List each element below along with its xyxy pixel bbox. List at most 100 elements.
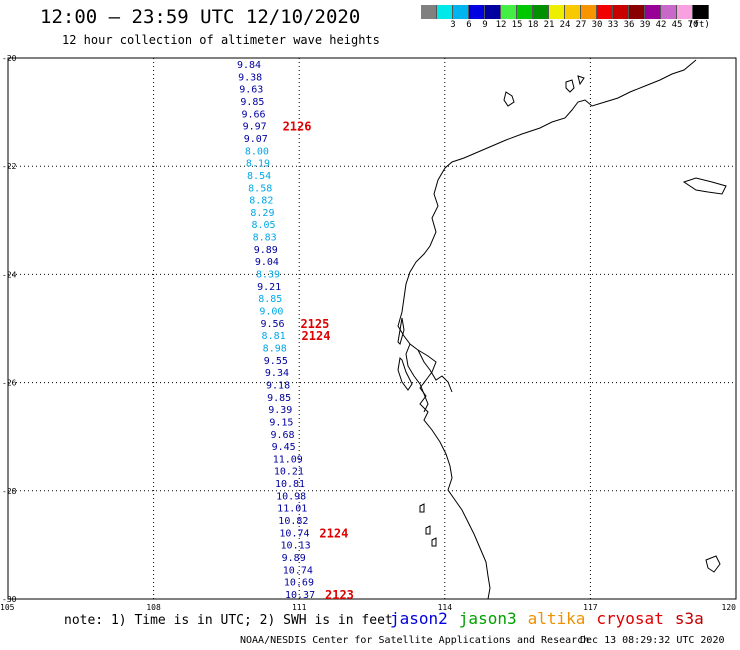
lon-label: 105 <box>0 603 15 612</box>
wave-height-value: 10.98 <box>276 491 306 502</box>
wave-height-value: 9.34 <box>265 368 289 379</box>
lon-label: 111 <box>292 603 307 612</box>
wave-height-value: 9.84 <box>237 60 261 71</box>
lat-label: -20 <box>2 54 17 63</box>
wave-height-value: 9.63 <box>239 85 263 96</box>
page-subtitle: 12 hour collection of altimeter wave hei… <box>62 33 380 47</box>
wave-height-value: 9.55 <box>264 356 288 367</box>
legend-label: 39 <box>639 20 651 30</box>
wave-height-value: 11.01 <box>277 504 307 515</box>
wave-height-value: 9.66 <box>241 109 265 120</box>
wave-height-value: 9.18 <box>266 380 290 391</box>
legend-swatches <box>421 5 709 19</box>
wave-height-value: 8.98 <box>263 343 287 354</box>
wave-height-value: 9.15 <box>269 417 293 428</box>
coastline <box>397 59 727 600</box>
legend-label: 12 <box>495 20 507 30</box>
wave-height-value: 9.89 <box>282 553 306 564</box>
legend-swatch <box>613 5 629 19</box>
lat-label: -30 <box>2 595 17 604</box>
color-legend: 3 6 9 12 15 18 21 24 27 30 33 36 39 42 45 70 (ft) <box>421 5 710 33</box>
legend-swatch <box>549 5 565 19</box>
wave-height-value: 10.81 <box>275 479 305 490</box>
lon-label: 120 <box>722 603 737 612</box>
pass-number-label: 2126 <box>283 120 312 134</box>
wave-height-value: 10.37 <box>285 590 315 601</box>
legend-swatch <box>533 5 549 19</box>
legend-swatch <box>517 5 533 19</box>
legend-label: 42 <box>655 20 667 30</box>
dampier-islands <box>565 75 585 93</box>
lat-label: -26 <box>2 379 17 388</box>
legend-swatch <box>421 5 437 19</box>
wave-height-value: 10.21 <box>274 467 304 478</box>
satellite-s3a: s3a <box>674 609 704 628</box>
wave-height-value: 8.82 <box>249 196 273 207</box>
satellite-jason2: jason2 <box>390 609 448 628</box>
legend-label: 70 <box>687 20 699 30</box>
legend-swatch <box>645 5 661 19</box>
legend-label: 9 <box>482 20 488 30</box>
legend-label: 18 <box>527 20 539 30</box>
wave-height-value: 8.85 <box>258 294 282 305</box>
bernier-island <box>397 317 405 345</box>
wave-height-value: 8.54 <box>247 171 271 182</box>
east-island <box>682 177 727 195</box>
wave-height-value: 10.74 <box>279 528 309 539</box>
pass-number-label: 2124 <box>319 526 348 540</box>
wave-height-value: 8.05 <box>252 220 276 231</box>
legend-swatch <box>485 5 501 19</box>
wave-height-value: 10.74 <box>283 565 313 576</box>
legend-label: 24 <box>559 20 571 30</box>
wave-height-value: 8.83 <box>253 233 277 244</box>
southeast-coast-fragment <box>705 555 721 573</box>
lat-label: -24 <box>2 270 17 279</box>
legend-label: 36 <box>623 20 635 30</box>
wave-height-value: 9.38 <box>238 72 262 83</box>
wave-height-value: 9.97 <box>243 122 267 133</box>
satellite-altika: altika <box>527 609 586 628</box>
wave-height-value: 10.82 <box>278 516 308 527</box>
legend-label: 45 <box>671 20 683 30</box>
pass-number-label: 2125 <box>300 317 329 331</box>
altimeter-track: 9.849.389.639.859.669.979.078.008.198.54… <box>237 60 315 601</box>
dirk-hartog-island <box>397 356 413 391</box>
wave-height-value: 8.58 <box>248 183 272 194</box>
legend-label: 33 <box>607 20 619 30</box>
satellite-jason3: jason3 <box>458 609 517 628</box>
lat-label: -28 <box>2 487 17 496</box>
wave-height-value: 9.85 <box>267 393 291 404</box>
legend-labels: 3 6 9 12 15 18 21 24 27 30 33 36 39 42 45 70 (ft) <box>421 19 710 33</box>
lon-label: 117 <box>583 603 598 612</box>
legend-unit: (ft) <box>688 20 710 30</box>
abrolhos-islands <box>419 503 437 547</box>
legend-label: 3 <box>450 20 456 30</box>
wave-height-value: 9.89 <box>254 245 278 256</box>
legend-swatch <box>453 5 469 19</box>
lon-label: 108 <box>146 603 161 612</box>
wave-height-value: 8.39 <box>256 270 280 281</box>
legend-swatch <box>597 5 613 19</box>
wave-height-value: 9.00 <box>259 307 283 318</box>
wave-height-value: 9.85 <box>240 97 264 108</box>
wave-height-value: 9.45 <box>272 442 296 453</box>
wave-height-value: 9.56 <box>260 319 284 330</box>
legend-swatch <box>501 5 517 19</box>
satellite-legend: jason2 jason3 altika cryosat s3a <box>390 609 715 628</box>
wave-height-value: 9.68 <box>270 430 294 441</box>
wave-height-value: 9.04 <box>255 257 279 268</box>
legend-label: 21 <box>543 20 555 30</box>
lon-label: 114 <box>438 603 453 612</box>
wave-height-value: 8.81 <box>262 331 286 342</box>
wave-height-value: 11.09 <box>273 454 303 465</box>
legend-label: 15 <box>511 20 523 30</box>
legend-swatch <box>661 5 677 19</box>
pass-number-label: 2123 <box>325 588 354 602</box>
wave-height-value: 10.69 <box>284 578 314 589</box>
wave-height-value: 8.19 <box>246 159 270 170</box>
shark-bay-peninsula <box>405 343 429 413</box>
page-title: 12:00 – 23:59 UTC 12/10/2020 <box>40 6 361 28</box>
